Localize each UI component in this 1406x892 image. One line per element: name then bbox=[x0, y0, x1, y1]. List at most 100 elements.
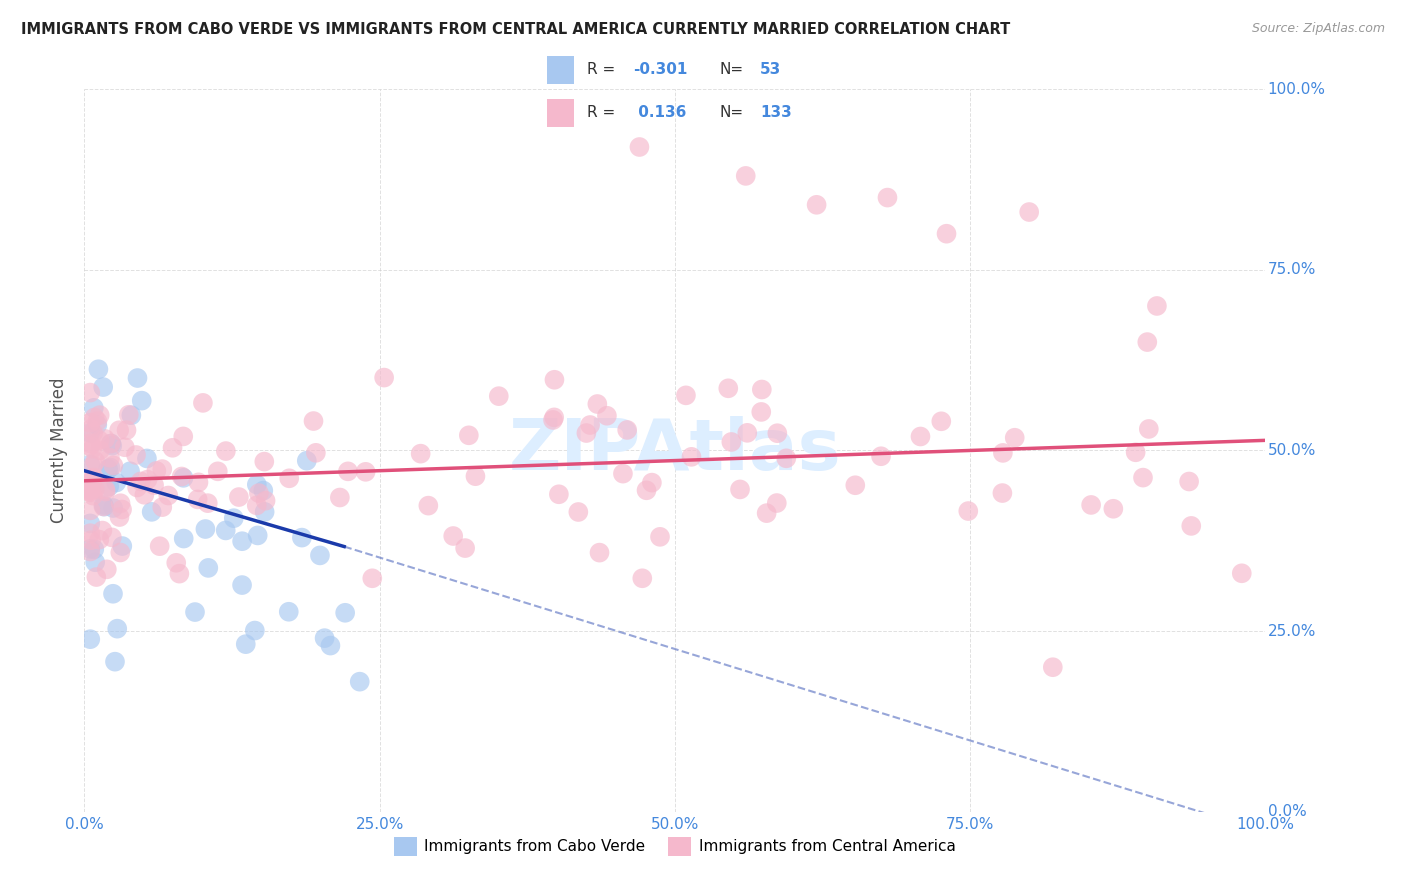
Point bbox=[94, 483, 117, 497]
Text: 75.0%: 75.0% bbox=[1268, 262, 1316, 277]
Point bbox=[1080, 498, 1102, 512]
Text: 133: 133 bbox=[761, 105, 792, 120]
Point bbox=[457, 428, 479, 442]
FancyBboxPatch shape bbox=[547, 99, 575, 127]
Point bbox=[79, 632, 101, 647]
Point bbox=[1004, 431, 1026, 445]
Point bbox=[329, 491, 352, 505]
Point bbox=[86, 570, 108, 584]
Point bbox=[79, 503, 101, 517]
Point bbox=[91, 380, 114, 394]
Point bbox=[108, 510, 131, 524]
Point bbox=[575, 425, 598, 440]
Point bbox=[302, 414, 325, 428]
Point bbox=[101, 500, 124, 515]
Legend: Immigrants from Cabo Verde, Immigrants from Central America: Immigrants from Cabo Verde, Immigrants f… bbox=[388, 831, 962, 862]
Point bbox=[910, 429, 932, 443]
Point bbox=[111, 502, 134, 516]
Point bbox=[79, 416, 101, 430]
Point bbox=[82, 458, 104, 473]
Point bbox=[118, 408, 141, 422]
Point bbox=[187, 492, 209, 507]
Point bbox=[543, 373, 565, 387]
Point bbox=[83, 410, 105, 425]
Point bbox=[418, 499, 440, 513]
Point bbox=[100, 436, 122, 450]
Text: ZIPAtlas: ZIPAtlas bbox=[509, 416, 841, 485]
Point bbox=[110, 545, 132, 559]
Point bbox=[596, 409, 619, 423]
Point bbox=[120, 408, 142, 422]
Point bbox=[103, 458, 125, 473]
Point bbox=[333, 606, 356, 620]
Point bbox=[82, 442, 104, 456]
Point bbox=[775, 451, 797, 466]
Point bbox=[749, 405, 772, 419]
Point bbox=[641, 475, 664, 490]
Point bbox=[991, 446, 1014, 460]
Point bbox=[80, 472, 103, 486]
Point bbox=[89, 434, 111, 448]
Point bbox=[579, 417, 602, 432]
Point bbox=[79, 425, 101, 440]
Point bbox=[141, 505, 163, 519]
Point bbox=[98, 479, 121, 493]
Point bbox=[1178, 475, 1201, 489]
Point bbox=[89, 443, 111, 458]
Text: N=: N= bbox=[720, 105, 744, 120]
FancyBboxPatch shape bbox=[547, 56, 575, 84]
Point bbox=[631, 571, 654, 585]
Point bbox=[86, 417, 108, 432]
Point bbox=[991, 486, 1014, 500]
Point bbox=[143, 478, 166, 492]
Point bbox=[567, 505, 589, 519]
Point bbox=[173, 471, 195, 485]
Point bbox=[409, 447, 432, 461]
Point bbox=[120, 464, 142, 478]
Point bbox=[170, 469, 193, 483]
Point bbox=[93, 498, 115, 512]
Point bbox=[127, 480, 149, 494]
Point bbox=[114, 440, 136, 454]
Point bbox=[207, 464, 229, 478]
Point bbox=[228, 490, 250, 504]
Point bbox=[82, 489, 104, 503]
Point bbox=[929, 414, 952, 428]
Point bbox=[173, 532, 195, 546]
Text: 0.0%: 0.0% bbox=[1268, 805, 1306, 819]
Point bbox=[162, 441, 184, 455]
Point bbox=[246, 528, 269, 542]
Point bbox=[79, 436, 101, 450]
Point bbox=[231, 578, 253, 592]
Point bbox=[373, 370, 395, 384]
Point bbox=[628, 140, 651, 154]
Point bbox=[136, 473, 159, 487]
Point bbox=[172, 429, 194, 443]
Point bbox=[197, 561, 219, 575]
Point bbox=[165, 556, 187, 570]
Text: 50.0%: 50.0% bbox=[1268, 443, 1316, 458]
Point bbox=[253, 454, 276, 468]
Point bbox=[1230, 566, 1253, 581]
Point bbox=[586, 397, 609, 411]
Point bbox=[1132, 470, 1154, 484]
Point bbox=[222, 511, 245, 525]
Point bbox=[79, 422, 101, 436]
Point bbox=[870, 449, 893, 463]
Point bbox=[80, 533, 103, 548]
Point bbox=[1137, 422, 1160, 436]
Point bbox=[127, 371, 149, 385]
Point bbox=[254, 493, 277, 508]
Point bbox=[150, 500, 173, 515]
Point bbox=[194, 522, 217, 536]
Point bbox=[675, 388, 697, 402]
Point bbox=[82, 425, 104, 440]
Point bbox=[454, 541, 477, 555]
Point bbox=[1125, 445, 1147, 459]
Point bbox=[957, 504, 980, 518]
Point bbox=[305, 446, 328, 460]
Point bbox=[93, 500, 115, 514]
Point bbox=[94, 484, 117, 499]
Point bbox=[115, 423, 138, 437]
Point bbox=[91, 524, 114, 538]
